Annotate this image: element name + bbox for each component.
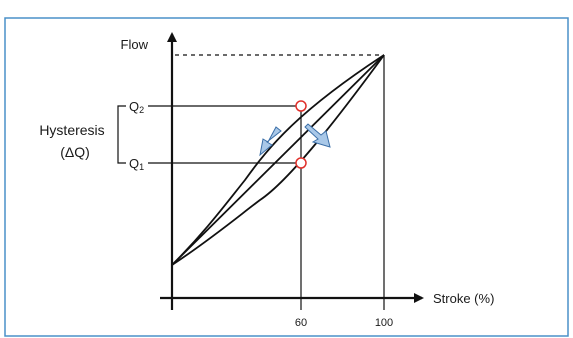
upper-curve — [171, 54, 385, 266]
hysteresis-bracket — [117, 105, 126, 164]
y-axis-label: Flow — [121, 37, 149, 52]
hysteresis-symbol: (ΔQ) — [60, 144, 90, 160]
x-tick-60: 60 — [295, 317, 307, 329]
ideal-line — [171, 54, 385, 266]
q2-marker — [295, 100, 307, 112]
hysteresis-title: Hysteresis — [39, 122, 104, 138]
x-axis-label: Stroke (%) — [433, 291, 494, 306]
q1-marker — [295, 157, 307, 169]
lower-curve — [171, 54, 385, 266]
q2-label: Q2 — [129, 99, 144, 115]
increasing-arrow-icon — [304, 123, 331, 148]
x-tick-100: 100 — [375, 317, 393, 329]
decreasing-arrow-icon — [259, 126, 282, 157]
q1-label: Q1 — [129, 156, 144, 172]
